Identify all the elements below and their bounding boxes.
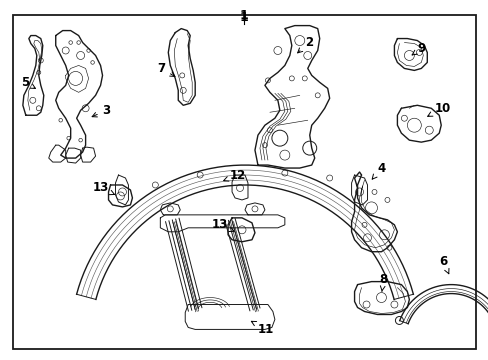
Text: 12: 12	[223, 168, 246, 181]
Text: 10: 10	[427, 102, 449, 116]
Text: 9: 9	[411, 42, 425, 55]
Text: 13: 13	[211, 218, 234, 231]
Text: 5: 5	[20, 76, 35, 89]
Text: 1: 1	[239, 9, 248, 22]
Text: 3: 3	[92, 104, 110, 117]
Text: 6: 6	[438, 255, 448, 274]
Text: 2: 2	[297, 36, 312, 53]
Text: 11: 11	[251, 321, 274, 336]
Text: 7: 7	[157, 62, 175, 76]
Text: 1: 1	[239, 11, 248, 24]
Text: 8: 8	[379, 273, 387, 292]
Text: 13: 13	[92, 181, 114, 195]
Text: 4: 4	[371, 162, 385, 179]
